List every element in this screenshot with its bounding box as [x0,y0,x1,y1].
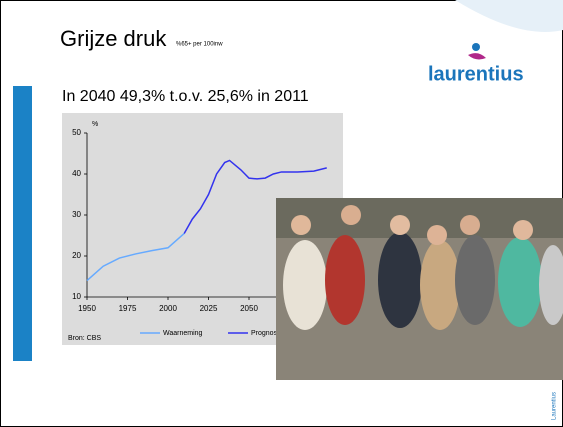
side-note: Laurentius [552,392,558,420]
y-tick-label: 30 [72,210,81,219]
title-note: %65+ per 100inw [176,42,223,48]
slide-title: Grijze druk [60,26,167,51]
side-bar [13,86,32,361]
legend-label: Waarneming [163,330,203,337]
x-tick-label: 2025 [200,304,218,313]
photo [276,198,563,380]
y-tick-label: 20 [72,251,81,260]
x-tick-label: 1950 [78,304,96,313]
y-unit: % [92,121,98,128]
x-tick-label: 1975 [119,304,137,313]
source: Bron: CBS [68,335,101,342]
y-tick-label: 40 [72,169,81,178]
logo: laurentius [428,63,524,85]
slide-text: In 2040 49,3% t.o.v. 25,6% in 2011 [62,88,309,105]
x-tick-label: 2000 [159,304,177,313]
y-tick-label: 10 [72,292,81,301]
slide: Grijze druk %65+ per 100inw laurentius I… [0,0,563,427]
x-tick-label: 2050 [240,304,258,313]
y-tick-label: 50 [72,128,81,137]
